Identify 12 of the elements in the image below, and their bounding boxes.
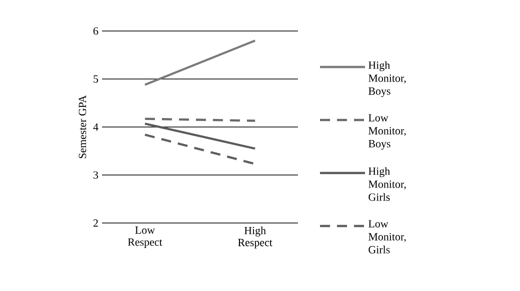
y-tick-label: 3	[94, 171, 98, 179]
x-tick-label: High Respect	[238, 226, 272, 248]
y-tick-label: 5	[94, 75, 98, 83]
x-tick-label: Low Respect	[128, 226, 162, 248]
y-tick-label: 4	[93, 123, 98, 131]
y-tick-label: 6	[93, 27, 98, 35]
legend-label: Low Monitor, Boys	[368, 114, 406, 150]
legend-label: Low Monitor, Girls	[368, 220, 406, 254]
legend-label: High Monitor, Girls	[368, 167, 406, 201]
y-axis-title: Semester GPA	[78, 95, 86, 158]
y-tick-label: 2	[93, 219, 98, 227]
legend-label: High Monitor, Boys	[368, 61, 406, 98]
